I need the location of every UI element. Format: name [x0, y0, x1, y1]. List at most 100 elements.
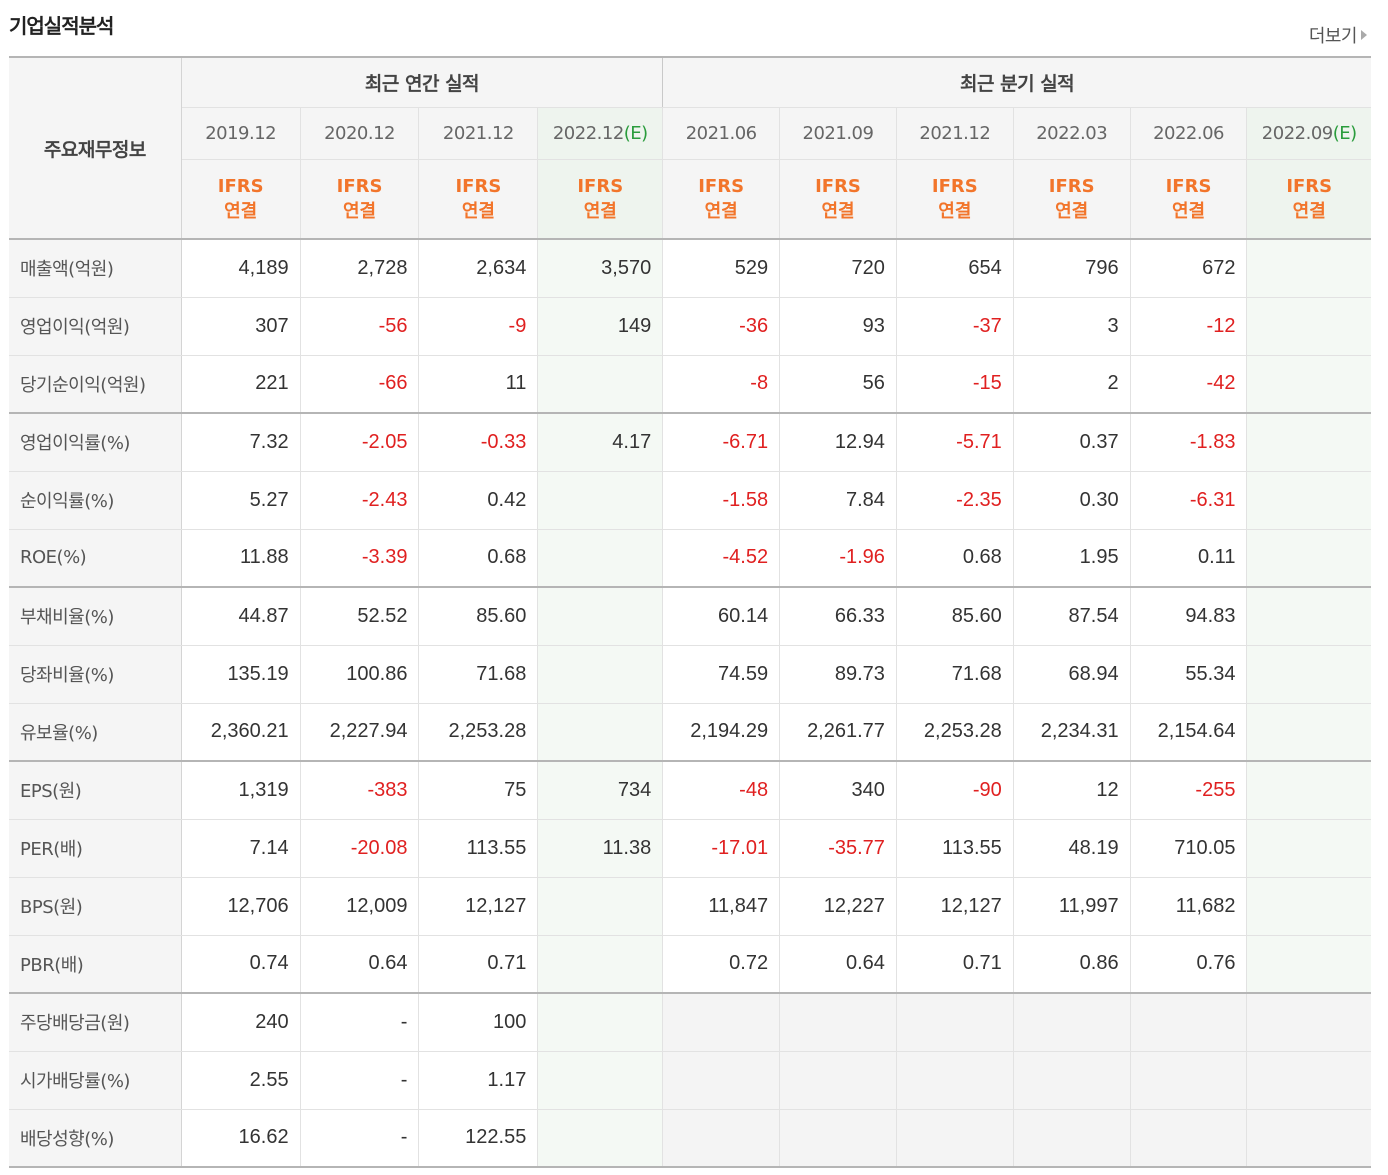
- ifrs-label: IFRS: [336, 175, 383, 197]
- table-cell: 340: [779, 761, 897, 820]
- period-header: 2021.09: [779, 107, 897, 160]
- table-cell: 0.42: [418, 471, 539, 530]
- table-cell: 0.71: [896, 935, 1014, 994]
- table-cell: 0.71: [418, 935, 539, 994]
- accounting-basis-header: IFRS 연결: [1013, 159, 1131, 239]
- basis-label: 연결: [461, 200, 495, 222]
- table-cell: -255: [1130, 761, 1248, 820]
- table-cell: [1013, 1109, 1131, 1168]
- table-cell: 68.94: [1013, 645, 1131, 704]
- table-row: 시가배당률(%) 2.55-1.17: [9, 1051, 1371, 1110]
- table-cell: [779, 1051, 897, 1110]
- table-row: 영업이익(억원) 307 -56 -9 149 -36 93 -37 3 -12: [9, 297, 1371, 356]
- table-cell: 0.11: [1130, 529, 1248, 588]
- period-header: 2022.06: [1130, 107, 1248, 160]
- table-cell: [1246, 819, 1371, 878]
- more-link[interactable]: 더보기: [1309, 22, 1367, 48]
- table-cell: 734: [537, 761, 664, 820]
- table-cell: 12,127: [418, 877, 539, 936]
- table-cell: 2,360.21: [181, 703, 301, 762]
- table-cell: -6.71: [662, 413, 781, 472]
- table-cell: 89.73: [779, 645, 897, 704]
- chevron-right-icon: [1361, 30, 1367, 40]
- row-label: EPS(원): [9, 761, 182, 820]
- table-cell: -35.77: [779, 819, 897, 878]
- table-cell: [1246, 877, 1371, 936]
- table-cell: 0.68: [418, 529, 539, 588]
- table-row: 부채비율(%) 44.87 52.52 85.60 60.14 66.33 85.60 87.…: [9, 587, 1371, 646]
- table-cell: 16.62: [181, 1109, 301, 1168]
- period-header: 2022.12(E): [537, 107, 664, 160]
- table-cell: -0.33: [418, 413, 539, 472]
- ifrs-label: IFRS: [1286, 175, 1333, 197]
- table-cell: 0.64: [779, 935, 897, 994]
- table-cell: 12,127: [896, 877, 1014, 936]
- table-cell: 720: [779, 239, 897, 298]
- ifrs-label: IFRS: [931, 175, 978, 197]
- section-header: 기업실적분석 더보기: [9, 0, 1371, 56]
- table-cell: 12,009: [300, 877, 420, 936]
- basis-label: 연결: [938, 200, 972, 222]
- table-row: 유보율(%) 2,360.21 2,227.94 2,253.28 2,194.29 2,…: [9, 703, 1371, 762]
- table-cell: 0.68: [896, 529, 1014, 588]
- table-cell: 0.86: [1013, 935, 1131, 994]
- period-header: 2022.03: [1013, 107, 1131, 160]
- table-cell: 2,194.29: [662, 703, 781, 762]
- table-cell: -: [300, 993, 420, 1052]
- table-row: EPS(원) 1,319 -383 75 734 -48 340 -90 12 -255: [9, 761, 1371, 820]
- table-cell: 3: [1013, 297, 1131, 356]
- ifrs-label: IFRS: [1048, 175, 1095, 197]
- row-label: 시가배당률(%): [9, 1051, 182, 1110]
- table-cell: [1246, 645, 1371, 704]
- table-cell: -9: [418, 297, 539, 356]
- row-label: 영업이익(억원): [9, 297, 182, 356]
- row-label: 당기순이익(억원): [9, 355, 182, 414]
- period-label: 2022.06: [1153, 122, 1224, 144]
- table-cell: 0.64: [300, 935, 420, 994]
- table-cell: [662, 993, 781, 1052]
- ifrs-header-row: IFRS 연결 IFRS 연결 IFRS 연결 IFRS 연결 IFRS 연결 IFRS 연결 IFRS…: [9, 159, 1371, 239]
- ifrs-label: IFRS: [455, 175, 502, 197]
- basis-label: 연결: [1055, 200, 1089, 222]
- period-label: 2021.06: [685, 122, 757, 144]
- row-label: 순이익률(%): [9, 471, 182, 530]
- table-cell: 56: [779, 355, 897, 414]
- table-cell: -15: [896, 355, 1014, 414]
- table-cell: 71.68: [896, 645, 1014, 704]
- period-label: 2021.09: [802, 122, 874, 144]
- table-cell: 52.52: [300, 587, 420, 646]
- table-cell: 100: [418, 993, 539, 1052]
- corner-label: 주요재무정보: [9, 57, 182, 240]
- table-row: PBR(배) 0.74 0.64 0.71 0.72 0.64 0.71 0.86 0.76: [9, 935, 1371, 994]
- table-cell: [537, 1109, 664, 1168]
- table-cell: -1.58: [662, 471, 781, 530]
- table-cell: [1130, 1051, 1248, 1110]
- table-cell: 2,154.64: [1130, 703, 1248, 762]
- table-cell: -48: [662, 761, 781, 820]
- table-cell: [537, 645, 664, 704]
- table-cell: 122.55: [418, 1109, 539, 1168]
- table-cell: 0.72: [662, 935, 781, 994]
- table-cell: 85.60: [896, 587, 1014, 646]
- table-cell: -6.31: [1130, 471, 1248, 530]
- table-cell: [1246, 1051, 1371, 1110]
- table-cell: 2: [1013, 355, 1131, 414]
- row-label: PBR(배): [9, 935, 182, 994]
- table-cell: [537, 355, 664, 414]
- table-cell: 11,847: [662, 877, 781, 936]
- table-cell: 796: [1013, 239, 1131, 298]
- table-cell: 2,261.77: [779, 703, 897, 762]
- period-label: 2022.03: [1036, 122, 1108, 144]
- table-cell: 529: [662, 239, 781, 298]
- table-row: ROE(%) 11.88 -3.39 0.68 -4.52 -1.96 0.68 1.95 0.…: [9, 529, 1371, 588]
- table-row: 당좌비율(%) 135.19 100.86 71.68 74.59 89.73 71.68 6…: [9, 645, 1371, 704]
- accounting-basis-header: IFRS 연결: [300, 159, 420, 239]
- period-label: 2021.12: [919, 122, 991, 144]
- table-cell: 1.95: [1013, 529, 1131, 588]
- period-label: 2019.12: [205, 122, 277, 144]
- table-cell: 113.55: [418, 819, 539, 878]
- table-cell: -66: [300, 355, 420, 414]
- table-cell: 113.55: [896, 819, 1014, 878]
- accounting-basis-header: IFRS 연결: [896, 159, 1014, 239]
- table-cell: 7.32: [181, 413, 301, 472]
